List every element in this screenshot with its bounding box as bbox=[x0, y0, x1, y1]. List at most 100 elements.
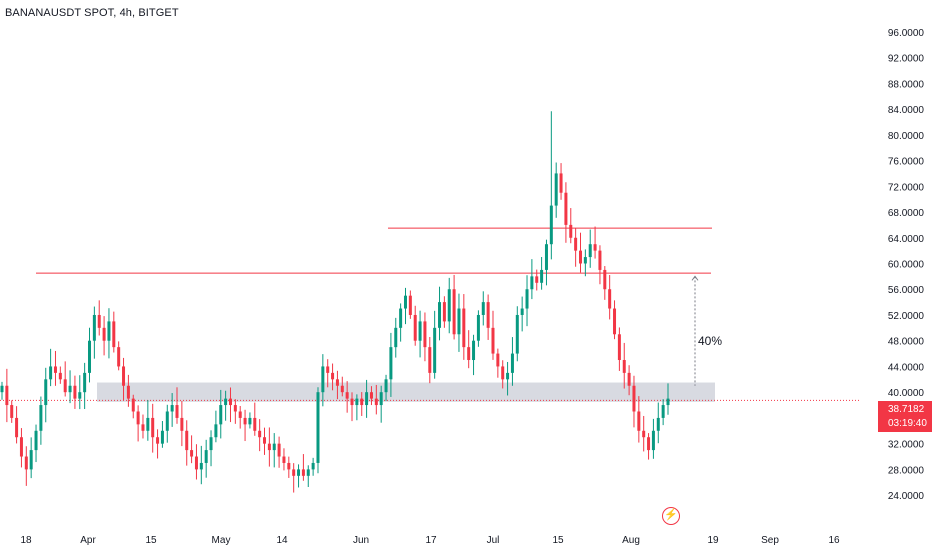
candle-body bbox=[68, 385, 72, 393]
candle-body bbox=[122, 366, 126, 386]
candle-body bbox=[258, 430, 262, 438]
y-tick-label: 40.0000 bbox=[888, 388, 925, 399]
candle-body bbox=[613, 308, 617, 335]
candle-body bbox=[272, 443, 276, 451]
candle-body bbox=[651, 430, 655, 451]
candle-body bbox=[365, 392, 369, 406]
candle-body bbox=[467, 347, 471, 361]
candle-body bbox=[228, 398, 232, 406]
candle-body bbox=[578, 250, 582, 264]
candle-body bbox=[399, 308, 403, 328]
candle-body bbox=[146, 417, 150, 431]
candle-body bbox=[472, 340, 476, 361]
candle-body bbox=[224, 398, 228, 406]
candle-body bbox=[156, 437, 160, 444]
candle-body bbox=[569, 224, 573, 238]
candle-body bbox=[301, 469, 305, 476]
candle-body bbox=[24, 456, 28, 470]
candle-body bbox=[292, 469, 296, 476]
candle-body bbox=[214, 424, 218, 438]
candle-body bbox=[462, 308, 466, 348]
candle-body bbox=[622, 360, 626, 373]
candle-body bbox=[384, 379, 388, 393]
candle-body bbox=[165, 411, 169, 431]
candle-body bbox=[73, 385, 77, 399]
candle-body bbox=[486, 302, 490, 328]
y-tick-label: 64.0000 bbox=[888, 234, 925, 245]
candle-body bbox=[428, 347, 432, 373]
candle-body bbox=[29, 450, 33, 470]
x-tick-label: Aug bbox=[622, 535, 640, 546]
candle-body bbox=[583, 257, 587, 264]
x-tick-label: 18 bbox=[20, 535, 32, 546]
y-tick-label: 52.0000 bbox=[888, 311, 925, 322]
y-tick-label: 68.0000 bbox=[888, 208, 925, 219]
candle-body bbox=[263, 437, 267, 444]
candle-body bbox=[63, 379, 67, 393]
candle-body bbox=[637, 411, 641, 431]
candle-body bbox=[160, 430, 164, 444]
candle-body bbox=[88, 340, 92, 373]
candle-body bbox=[452, 289, 456, 335]
candle-body bbox=[107, 321, 111, 341]
candle-body bbox=[126, 385, 130, 399]
lightning-icon[interactable]: ⚡ bbox=[662, 507, 680, 525]
candle-body bbox=[331, 372, 335, 380]
candle-body bbox=[78, 392, 82, 399]
candle-body bbox=[238, 411, 242, 418]
y-tick-label: 76.0000 bbox=[888, 157, 925, 168]
candle-body bbox=[661, 405, 665, 418]
candle-body bbox=[170, 405, 174, 412]
candle-body bbox=[423, 321, 427, 348]
candle-body bbox=[282, 456, 286, 463]
candle-body bbox=[233, 405, 237, 412]
candle-body bbox=[209, 437, 213, 451]
candle-body bbox=[491, 327, 495, 354]
candle-body bbox=[277, 443, 281, 457]
candle-body bbox=[15, 417, 19, 438]
candle-body bbox=[151, 417, 155, 438]
y-tick-label: 92.0000 bbox=[888, 54, 925, 65]
candle-body bbox=[506, 372, 510, 380]
candle-body bbox=[549, 205, 553, 245]
current-price-badge: 38.7182 03:19:40 bbox=[878, 401, 932, 432]
candle-body bbox=[394, 327, 398, 348]
candle-body bbox=[102, 327, 106, 341]
candle-body bbox=[442, 302, 446, 322]
candle-body bbox=[136, 411, 140, 425]
percent-label: 40% bbox=[698, 334, 722, 348]
candle-body bbox=[408, 295, 412, 315]
current-price-label: 38.7182 bbox=[888, 404, 925, 415]
candle-body bbox=[141, 424, 145, 431]
candle-body bbox=[19, 437, 23, 457]
candle-body bbox=[496, 353, 500, 367]
measure-arrow-head bbox=[691, 275, 699, 281]
candle-body bbox=[447, 289, 451, 322]
x-tick-label: 17 bbox=[425, 535, 437, 546]
candle-body bbox=[389, 347, 393, 380]
candle-body bbox=[321, 366, 325, 393]
candle-body bbox=[355, 398, 359, 406]
candle-body bbox=[593, 244, 597, 251]
candle-body bbox=[199, 462, 203, 470]
y-tick-label: 60.0000 bbox=[888, 260, 925, 271]
candle-body bbox=[306, 469, 310, 476]
x-tick-label: 15 bbox=[552, 535, 564, 546]
candle-body bbox=[598, 250, 602, 270]
y-tick-label: 80.0000 bbox=[888, 131, 925, 142]
y-tick-label: 44.0000 bbox=[888, 362, 925, 373]
candle-body bbox=[418, 321, 422, 341]
candle-body bbox=[360, 398, 364, 406]
candle-body bbox=[656, 417, 660, 431]
candle-body bbox=[510, 353, 514, 373]
candle-body bbox=[535, 276, 539, 283]
candle-body bbox=[267, 443, 271, 451]
y-tick-label: 56.0000 bbox=[888, 285, 925, 296]
candle-body bbox=[112, 321, 116, 348]
candle-body bbox=[194, 456, 198, 470]
candle-body bbox=[374, 398, 378, 406]
chart-title: BANANAUSDT SPOT, 4h, BITGET bbox=[5, 7, 179, 19]
candle-body bbox=[525, 289, 529, 309]
